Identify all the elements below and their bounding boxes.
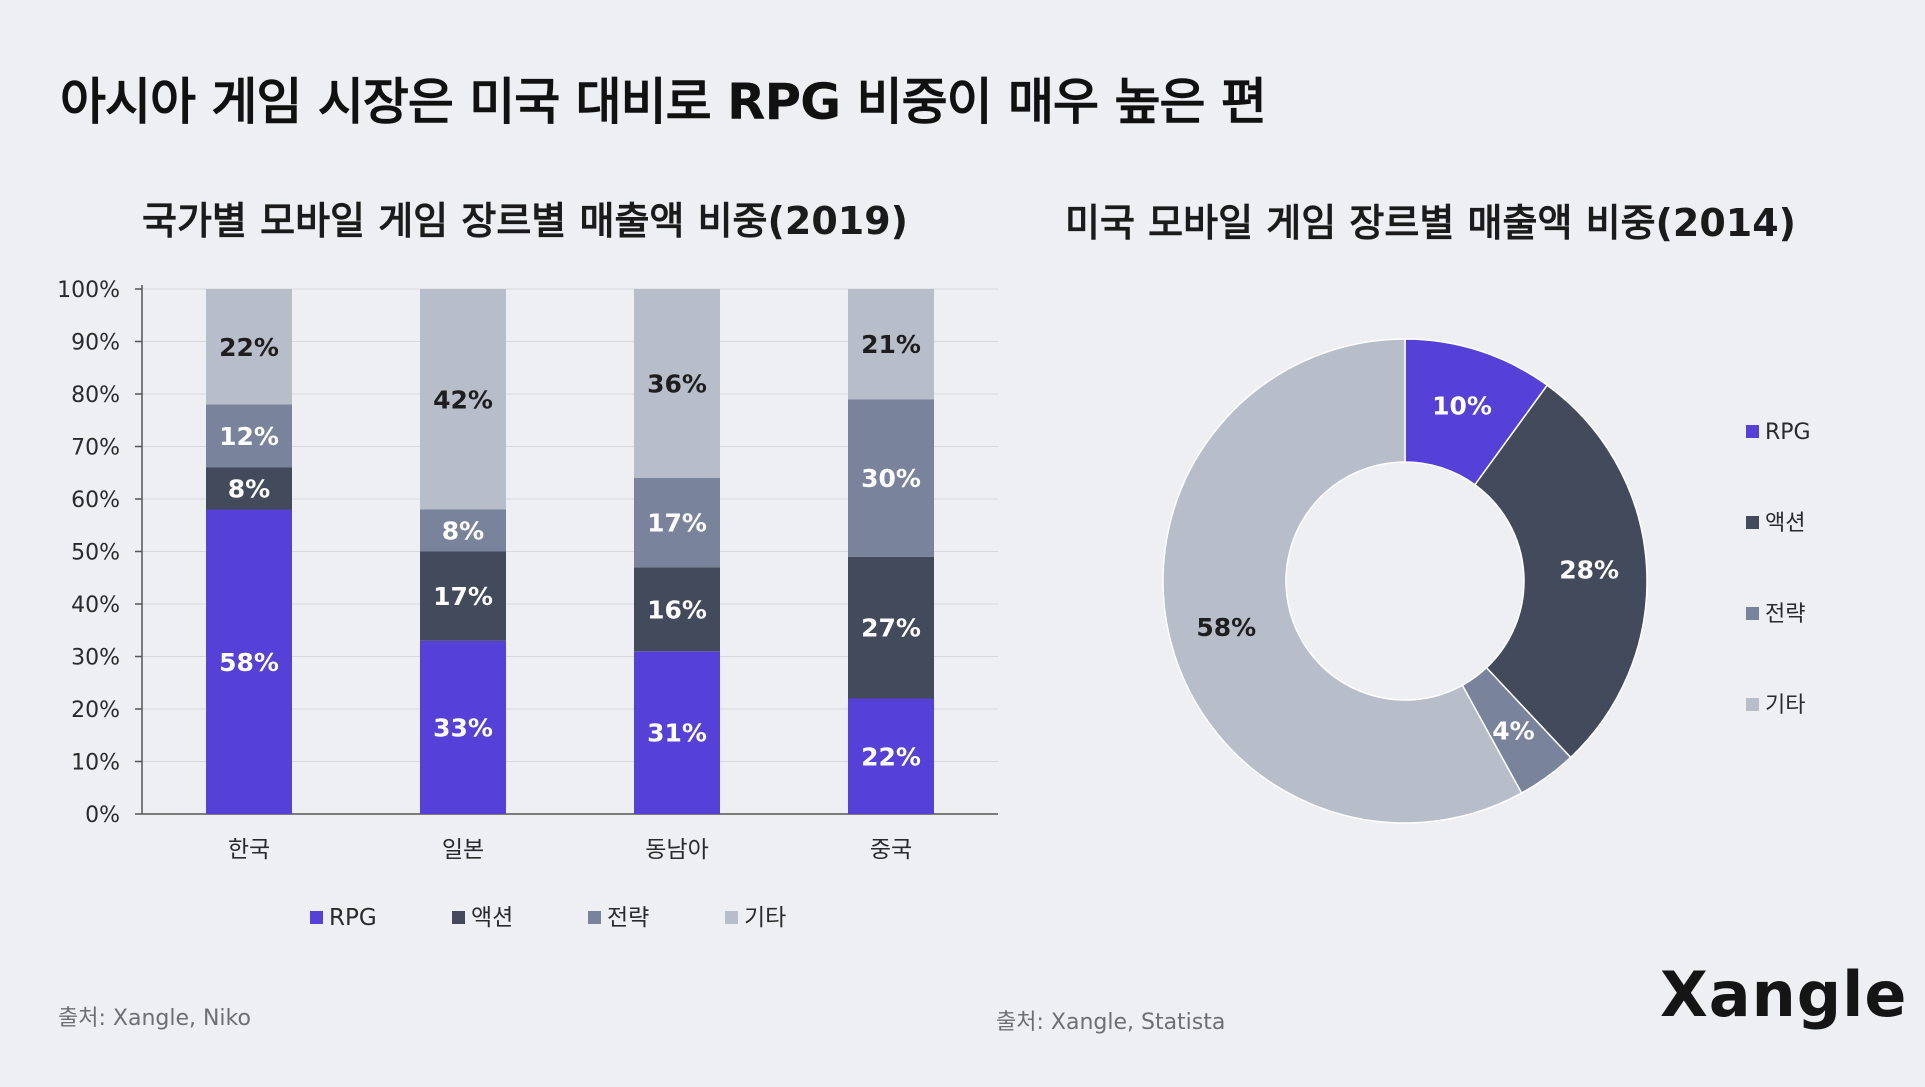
legend-label-strategy: 전략 [607, 905, 649, 931]
legend-label-other: 기타 [1765, 693, 1805, 718]
y-tick-label: 70% [71, 436, 120, 461]
bar-other [420, 289, 506, 510]
y-tick-label: 30% [71, 646, 120, 671]
data-label: 42% [433, 385, 493, 414]
legend-label-action: 액션 [471, 905, 513, 931]
data-label: 8% [442, 517, 484, 546]
bar-action [848, 556, 934, 699]
bar-chart-title: 국가별 모바일 게임 장르별 매출액 비중(2019) [142, 199, 909, 243]
legend-label-other: 기타 [744, 905, 786, 931]
data-label: 27% [861, 614, 921, 643]
legend-swatch-other [1746, 698, 1759, 711]
data-label: 21% [861, 330, 921, 359]
slice-other [1162, 338, 1523, 824]
data-label: 12% [219, 422, 279, 451]
slice-label: 58% [1196, 613, 1256, 642]
bar-action [634, 567, 720, 652]
page-title: 아시아 게임 시장은 미국 대비로 RPG 비중이 매우 높은 편 [60, 73, 1267, 131]
bar-strategy [634, 478, 720, 568]
y-tick-label: 20% [71, 698, 120, 723]
legend-swatch-other [725, 911, 738, 924]
y-tick-label: 10% [71, 751, 120, 776]
x-tick-label: 일본 [442, 837, 484, 863]
bar-rpg [206, 509, 292, 814]
legend-label-strategy: 전략 [1765, 602, 1805, 627]
legend-swatch-action [1746, 516, 1759, 529]
y-tick-label: 0% [85, 803, 120, 828]
data-label: 8% [228, 475, 270, 504]
data-label: 22% [219, 333, 279, 362]
y-tick-label: 40% [71, 593, 120, 618]
slice-label: 4% [1492, 716, 1534, 745]
bar-strategy [420, 509, 506, 552]
legend-label-action: 액션 [1765, 511, 1805, 536]
slice-label: 28% [1559, 555, 1619, 584]
bar-strategy [206, 404, 292, 468]
y-tick-label: 100% [57, 278, 120, 303]
bar-action [206, 467, 292, 510]
data-label: 31% [647, 719, 707, 748]
x-tick-label: 동남아 [645, 837, 708, 863]
legend-swatch-strategy [588, 911, 601, 924]
y-tick-label: 80% [71, 383, 120, 408]
data-label: 17% [433, 582, 493, 611]
brand-logo: Xangle [1660, 958, 1908, 1031]
bar-strategy [848, 399, 934, 557]
data-label: 30% [861, 464, 921, 493]
data-label: 22% [861, 742, 921, 771]
bar-action [420, 551, 506, 641]
data-label: 36% [647, 370, 707, 399]
bar-rpg [420, 640, 506, 814]
x-tick-label: 한국 [228, 837, 270, 863]
data-label: 58% [219, 648, 279, 677]
y-tick-label: 60% [71, 488, 120, 513]
legend-swatch-rpg [310, 911, 323, 924]
bar-rpg [634, 651, 720, 814]
slice-label: 10% [1432, 392, 1492, 421]
bar-chart-source: 출처: Xangle, Niko [58, 1006, 251, 1031]
bar-other [634, 289, 720, 478]
data-label: 33% [433, 713, 493, 742]
donut-chart-title: 미국 모바일 게임 장르별 매출액 비중(2014) [1065, 201, 1797, 245]
legend-label-rpg: RPG [329, 905, 377, 931]
x-tick-label: 중국 [870, 837, 912, 863]
data-label: 16% [647, 595, 707, 624]
y-tick-label: 90% [71, 331, 120, 356]
bar-other [848, 289, 934, 400]
legend-swatch-rpg [1746, 425, 1759, 438]
y-tick-label: 50% [71, 541, 120, 566]
bar-rpg [848, 698, 934, 814]
slice-action [1473, 384, 1648, 759]
legend-swatch-action [452, 911, 465, 924]
legend-label-rpg: RPG [1765, 420, 1811, 445]
donut-chart-source: 출처: Xangle, Statista [996, 1010, 1226, 1035]
data-label: 17% [647, 509, 707, 538]
bar-other [206, 289, 292, 405]
legend-swatch-strategy [1746, 607, 1759, 620]
